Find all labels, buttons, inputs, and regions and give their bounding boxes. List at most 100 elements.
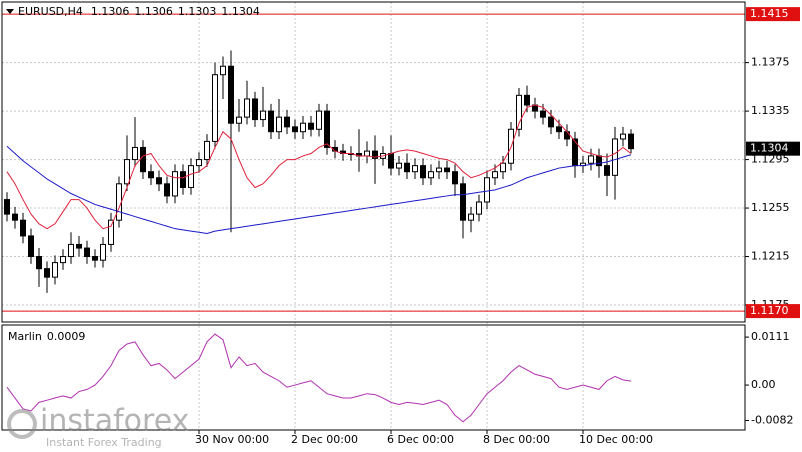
y-tick-label: 1.1255: [751, 201, 790, 214]
price-tag: [746, 141, 800, 156]
x-tick-label: 8 Dec 00:00: [483, 433, 550, 446]
candle-body: [228, 65, 234, 124]
candle-body: [476, 201, 482, 215]
candle-body: [60, 256, 66, 264]
level-tag: [746, 7, 800, 22]
collapse-icon[interactable]: [6, 9, 14, 14]
oscillator-line: [6, 333, 632, 423]
candle-body: [236, 116, 242, 124]
moving-average: [6, 145, 632, 235]
candle-body: [452, 171, 458, 185]
candle-body: [444, 167, 450, 173]
candle-body: [116, 183, 122, 221]
candle-body: [132, 146, 138, 161]
candle-body: [604, 165, 610, 176]
level-label: 1.1415: [750, 7, 789, 20]
candle-body: [484, 177, 490, 203]
candle-body: [84, 247, 90, 258]
x-tick-label: 10 Dec 00:00: [579, 433, 653, 446]
candle-body: [212, 74, 218, 142]
candle-body: [620, 133, 626, 140]
bar-close: 1.1304: [221, 5, 260, 18]
bar-low: 1.1303: [178, 5, 217, 18]
candle-body: [100, 243, 106, 261]
candle-body: [244, 98, 250, 118]
candle-body: [28, 235, 34, 258]
x-tick-label: 30 Nov 00:00: [195, 433, 269, 446]
main-panel: [1, 1, 746, 323]
y-tick-label: -0.0082: [751, 413, 793, 426]
candle-body: [36, 256, 42, 270]
y-tick-label: 1.1215: [751, 250, 790, 263]
candle-body: [492, 171, 498, 179]
candle-body: [44, 268, 50, 278]
candle-body: [548, 116, 554, 128]
candle-body: [52, 262, 58, 278]
candle-body: [188, 165, 194, 188]
candle-body: [220, 65, 226, 76]
indicator-value: 0.0009: [47, 330, 86, 343]
y-tick-label: 0.0111: [751, 330, 790, 343]
candle-body: [468, 213, 474, 221]
watermark-brand: instaforex: [40, 404, 189, 439]
level-label: 1.1170: [750, 304, 789, 317]
moving-average: [6, 104, 632, 230]
candle-body: [316, 110, 322, 130]
candle-body: [204, 140, 210, 161]
y-tick-label: 1.1375: [751, 56, 790, 69]
candle-body: [68, 243, 74, 258]
candle-body: [108, 219, 114, 245]
candle-body: [260, 110, 266, 121]
candle-body: [196, 159, 202, 167]
candle-body: [92, 256, 98, 261]
bar-open: 1.1306: [91, 5, 130, 18]
candle-body: [388, 153, 394, 169]
candle-body: [372, 150, 378, 159]
plot: [2, 13, 745, 423]
candle-body: [564, 131, 570, 140]
watermark: instaforex Instant Forex Trading: [7, 404, 189, 449]
candle-body: [156, 177, 162, 185]
candle-body: [276, 116, 282, 133]
candle-body: [20, 219, 26, 237]
x-tick-label: 6 Dec 00:00: [387, 433, 454, 446]
x-tick-label: 2 Dec 00:00: [291, 433, 358, 446]
bar-high: 1.1306: [134, 5, 173, 18]
candle-body: [300, 122, 306, 133]
candle-body: [180, 171, 186, 188]
candle-body: [556, 126, 562, 133]
candle-body: [292, 126, 298, 133]
candle-body: [396, 162, 402, 169]
candle-body: [4, 199, 10, 215]
watermark-tagline: Instant Forex Trading: [46, 436, 162, 449]
candle-body: [284, 116, 290, 128]
level-tag: [746, 304, 800, 319]
candle-body: [540, 110, 546, 118]
y-tick-label: 1.1295: [751, 153, 790, 166]
candle-body: [516, 94, 522, 130]
candle-body: [436, 167, 442, 173]
candle-body: [460, 183, 466, 221]
candle-body: [364, 150, 370, 157]
candle-body: [500, 162, 506, 173]
candle-body: [308, 122, 314, 130]
candle-body: [148, 171, 154, 179]
candle-body: [12, 213, 18, 221]
candle-body: [524, 94, 530, 106]
y-tick-label: 0.00: [751, 378, 776, 391]
candle-body: [596, 155, 602, 167]
candle-body: [124, 159, 130, 185]
candle-body: [252, 98, 258, 121]
candle-body: [588, 155, 594, 164]
header: EURUSD,H4 1.1306 1.1306 1.1303 1.1304: [18, 5, 260, 18]
candle-body: [164, 183, 170, 197]
candle-body: [612, 138, 618, 176]
candle-body: [420, 165, 426, 179]
candle-body: [76, 243, 82, 249]
candle-body: [428, 171, 434, 179]
candle-body: [172, 171, 178, 197]
